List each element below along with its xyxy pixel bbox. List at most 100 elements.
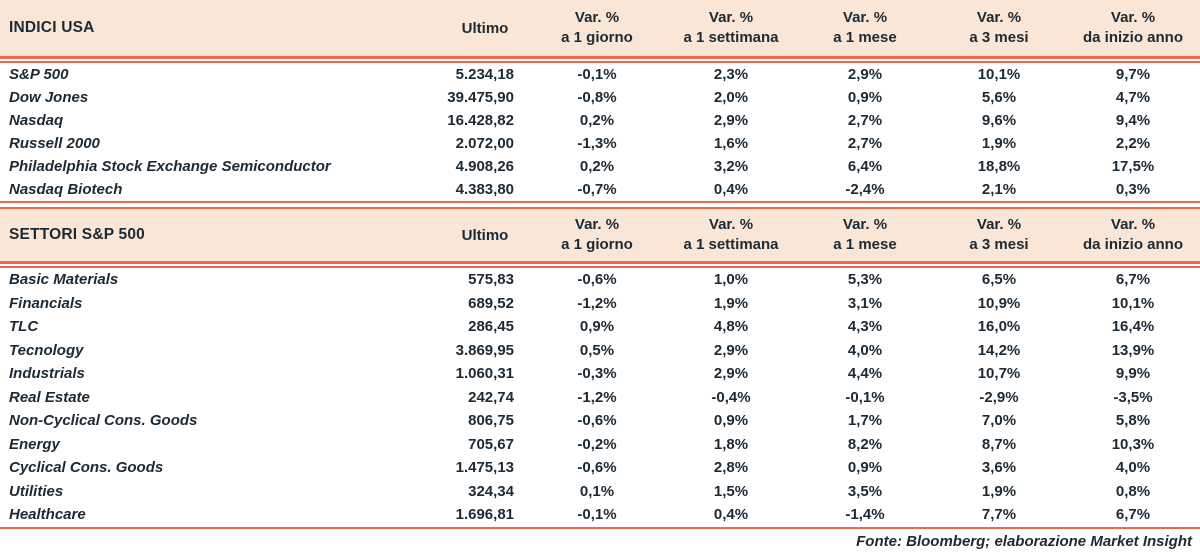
var-value: 9,4% bbox=[1115, 112, 1151, 129]
var-value: 1,9% bbox=[981, 482, 1017, 500]
var-value: -0,3% bbox=[577, 365, 617, 383]
ultimo-value: 286,45 bbox=[468, 318, 514, 336]
ultimo-value: 1.060,31 bbox=[455, 365, 514, 383]
var-value: 10,3% bbox=[1111, 435, 1155, 453]
var-value: 17,5% bbox=[1111, 158, 1155, 175]
var-period-label: a 1 mese bbox=[833, 29, 897, 46]
var-value: 16,4% bbox=[1111, 318, 1155, 336]
row-label: Financials bbox=[9, 294, 83, 312]
var-percent-label: Var. % bbox=[574, 216, 620, 233]
var-value: 0,2% bbox=[579, 112, 615, 129]
row-label: Tecnology bbox=[9, 341, 84, 359]
var-value: 0,3% bbox=[1115, 181, 1151, 198]
var-value: -0,1% bbox=[577, 66, 617, 83]
var-value: 0,9% bbox=[579, 318, 615, 336]
row-label: Industrials bbox=[9, 365, 85, 383]
var-value: 0,4% bbox=[713, 181, 749, 198]
var-value: 4,3% bbox=[847, 318, 883, 336]
var-value: 9,7% bbox=[1115, 66, 1151, 83]
ultimo-value: 689,52 bbox=[468, 294, 514, 312]
source-text: Fonte: Bloomberg; elaborazione Market In… bbox=[856, 532, 1192, 550]
indici-usa-header-row: INDICI USA Ultimo Var. % a 1 giorno Var. %… bbox=[0, 0, 1200, 56]
indici-usa-body: S&P 500 5.234,18 -0,1% 2,3% 2,9% 10,1% 9,7% Dow… bbox=[0, 63, 1200, 201]
var-period-label: a 1 settimana bbox=[683, 29, 779, 46]
var-period-label: a 1 mese bbox=[833, 236, 897, 253]
row-label: Basic Materials bbox=[9, 271, 119, 289]
var-value: 13,9% bbox=[1111, 341, 1155, 359]
table-bottom-line bbox=[0, 201, 1200, 203]
ultimo-value: 242,74 bbox=[468, 388, 514, 406]
var-value: 0,1% bbox=[579, 482, 615, 500]
var-value: 10,7% bbox=[977, 365, 1021, 383]
var-value: 4,7% bbox=[1115, 89, 1151, 106]
var-value: 4,0% bbox=[847, 341, 883, 359]
var-value: -3,5% bbox=[1113, 388, 1153, 406]
var-value: 3,5% bbox=[847, 482, 883, 500]
var-value: 3,1% bbox=[847, 294, 883, 312]
var-value: 16,0% bbox=[977, 318, 1021, 336]
ultimo-value: 705,67 bbox=[468, 435, 514, 453]
row-label: S&P 500 bbox=[9, 66, 69, 83]
var-value: 2,2% bbox=[1115, 135, 1151, 152]
var-value: 2,1% bbox=[981, 181, 1017, 198]
row-label: Nasdaq bbox=[9, 112, 64, 129]
row-label: Nasdaq Biotech bbox=[9, 181, 123, 198]
column-header-var: Var. % da inizio anno bbox=[1066, 0, 1200, 56]
var-percent-label: Var. % bbox=[1110, 216, 1156, 233]
table-row: Real Estate 242,74 -1,2% -0,4% -0,1% -2,9% -3,… bbox=[0, 386, 1200, 410]
var-value: 2,9% bbox=[713, 112, 749, 129]
var-value: -0,6% bbox=[577, 271, 617, 289]
var-value: 18,8% bbox=[977, 158, 1021, 175]
var-value: 1,9% bbox=[713, 294, 749, 312]
var-period-label: a 1 giorno bbox=[561, 236, 633, 253]
table-row: Financials 689,52 -1,2% 1,9% 3,1% 10,9% 10,1% bbox=[0, 292, 1200, 316]
var-value: 10,9% bbox=[977, 294, 1021, 312]
var-value: 7,7% bbox=[981, 506, 1017, 524]
var-value: 1,8% bbox=[713, 435, 749, 453]
ultimo-value: 4.383,80 bbox=[455, 181, 514, 198]
var-value: -2,4% bbox=[845, 181, 885, 198]
header-separator-double-line bbox=[0, 261, 1200, 268]
var-value: 9,6% bbox=[981, 112, 1017, 129]
var-percent-label: Var. % bbox=[976, 9, 1022, 26]
column-header-ultimo: Ultimo bbox=[461, 226, 509, 244]
ultimo-value: 5.234,18 bbox=[455, 66, 514, 83]
var-value: 2,0% bbox=[713, 89, 749, 106]
column-header-var: Var. % a 1 giorno bbox=[530, 0, 664, 56]
row-label: Non-Cyclical Cons. Goods bbox=[9, 412, 198, 430]
source-footer: Fonte: Bloomberg; elaborazione Market In… bbox=[0, 529, 1200, 554]
var-value: 0,4% bbox=[713, 506, 749, 524]
ultimo-value: 39.475,90 bbox=[447, 89, 514, 106]
var-value: -1,2% bbox=[577, 294, 617, 312]
var-percent-label: Var. % bbox=[574, 9, 620, 26]
ultimo-value: 2.072,00 bbox=[455, 135, 514, 152]
ultimo-value: 4.908,26 bbox=[455, 158, 514, 175]
table-row: Russell 2000 2.072,00 -1,3% 1,6% 2,7% 1,9% 2,2… bbox=[0, 132, 1200, 155]
var-period-label: da inizio anno bbox=[1083, 29, 1183, 46]
var-value: 0,8% bbox=[1115, 482, 1151, 500]
var-value: -1,2% bbox=[577, 388, 617, 406]
var-value: 6,4% bbox=[847, 158, 883, 175]
var-value: -0,2% bbox=[577, 435, 617, 453]
var-value: 0,9% bbox=[847, 459, 883, 477]
var-value: 5,6% bbox=[981, 89, 1017, 106]
table-row: Energy 705,67 -0,2% 1,8% 8,2% 8,7% 10,3% bbox=[0, 433, 1200, 457]
var-value: 2,8% bbox=[713, 459, 749, 477]
var-value: 1,7% bbox=[847, 412, 883, 430]
ultimo-value: 575,83 bbox=[468, 271, 514, 289]
var-value: 2,7% bbox=[847, 112, 883, 129]
var-value: 2,9% bbox=[713, 365, 749, 383]
var-value: 7,0% bbox=[981, 412, 1017, 430]
var-value: 6,7% bbox=[1115, 271, 1151, 289]
var-value: 4,4% bbox=[847, 365, 883, 383]
row-label: Cyclical Cons. Goods bbox=[9, 459, 164, 477]
row-label: Energy bbox=[9, 435, 60, 453]
indici-usa-table: INDICI USA Ultimo Var. % a 1 giorno Var. %… bbox=[0, 0, 1200, 203]
table-row: S&P 500 5.234,18 -0,1% 2,3% 2,9% 10,1% 9,7% bbox=[0, 63, 1200, 86]
table-row: Dow Jones 39.475,90 -0,8% 2,0% 0,9% 5,6% 4,7% bbox=[0, 86, 1200, 109]
var-value: -1,3% bbox=[577, 135, 617, 152]
row-label: Real Estate bbox=[9, 388, 90, 406]
table-row: TLC 286,45 0,9% 4,8% 4,3% 16,0% 16,4% bbox=[0, 315, 1200, 339]
var-percent-label: Var. % bbox=[708, 9, 754, 26]
